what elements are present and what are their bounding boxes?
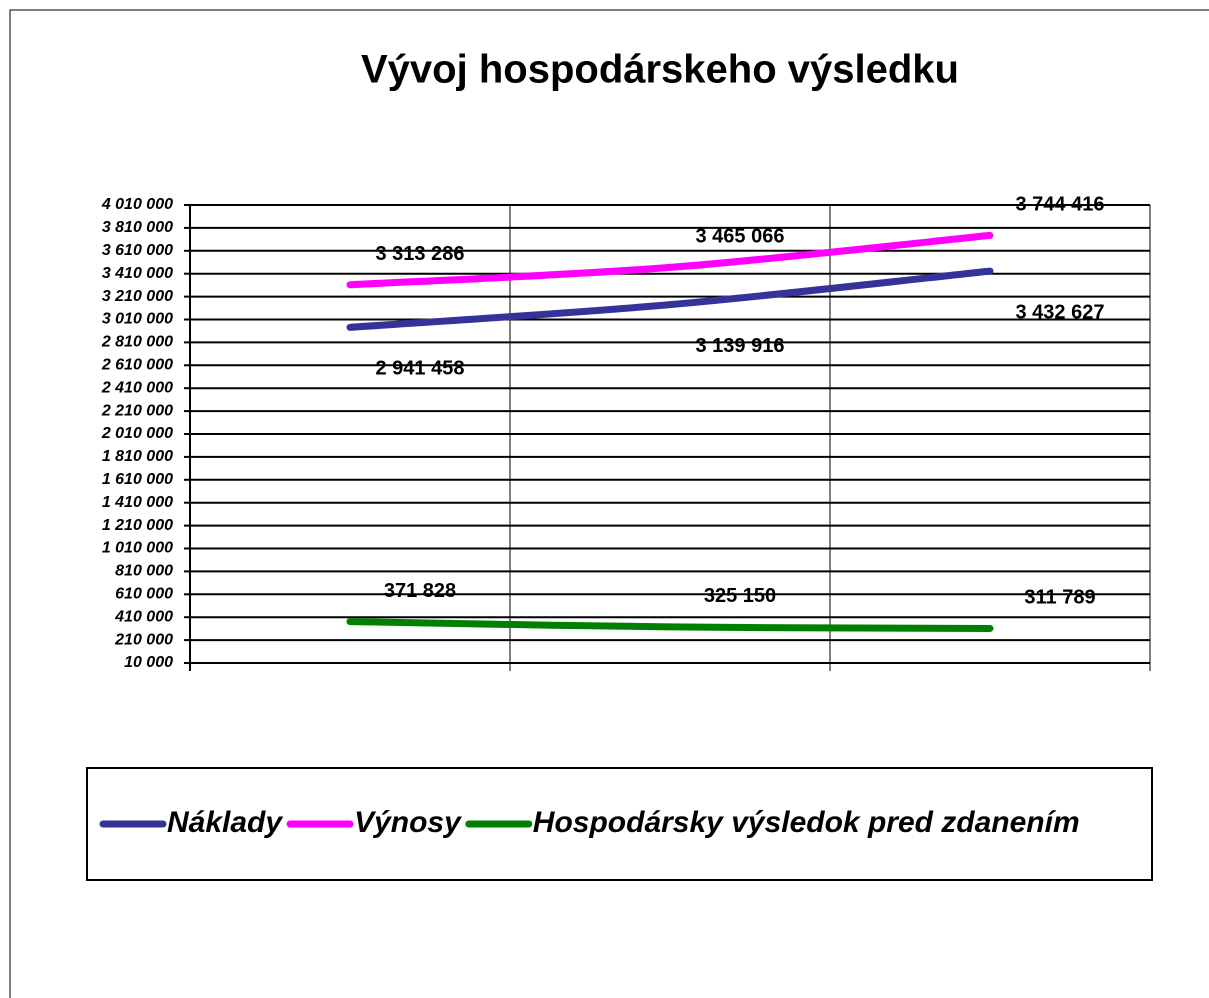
y-tick-label: 2 210 000: [101, 402, 173, 419]
data-label: 325 150: [704, 585, 776, 607]
series-line: [346, 231, 994, 289]
y-tick-label: 410 000: [114, 608, 173, 625]
y-tick-label: 2 010 000: [101, 425, 173, 442]
y-tick-label: 2 410 000: [101, 379, 173, 396]
y-tick-label: 1 210 000: [102, 517, 173, 534]
y-tick-label: 1 410 000: [102, 494, 173, 511]
y-tick-label: 1 010 000: [102, 540, 173, 557]
y-tick-label: 1 810 000: [102, 448, 173, 465]
series-line: [346, 618, 994, 632]
data-label: 3 744 416: [1016, 194, 1105, 216]
data-label: 3 139 916: [696, 335, 785, 357]
y-tick-label: 210 000: [114, 631, 173, 648]
legend-label: Výnosy: [354, 806, 462, 839]
y-tick-label: 3 210 000: [102, 288, 173, 305]
y-tick-label: 2 810 000: [101, 334, 173, 351]
data-label: 2 941 458: [376, 358, 465, 380]
chart-title: Vývoj hospodárskeho výsledku: [361, 48, 959, 92]
data-label: 311 789: [1024, 587, 1095, 609]
series-line: [346, 267, 994, 331]
legend-label: Hospodársky výsledok pred zdanením: [533, 806, 1080, 839]
y-tick-label: 3 010 000: [102, 311, 173, 328]
y-tick-label: 3 610 000: [102, 242, 173, 259]
legend-box: [86, 767, 1153, 881]
y-tick-label: 4 010 000: [101, 196, 173, 213]
y-tick-label: 10 000: [124, 654, 173, 671]
data-label: 3 313 286: [376, 243, 465, 265]
y-tick-label: 1 610 000: [102, 471, 173, 488]
legend-label: Náklady: [167, 806, 283, 839]
y-tick-label: 610 000: [115, 586, 173, 603]
y-tick-label: 810 000: [115, 563, 173, 580]
data-label: 3 465 066: [696, 226, 785, 248]
frame: [9, 9, 1209, 998]
y-tick-label: 2 610 000: [101, 357, 173, 374]
data-label: 3 432 627: [1016, 301, 1105, 323]
y-tick-label: 3 410 000: [102, 265, 173, 282]
y-tick-label: 3 810 000: [102, 219, 173, 236]
data-label: 371 828: [384, 580, 456, 602]
